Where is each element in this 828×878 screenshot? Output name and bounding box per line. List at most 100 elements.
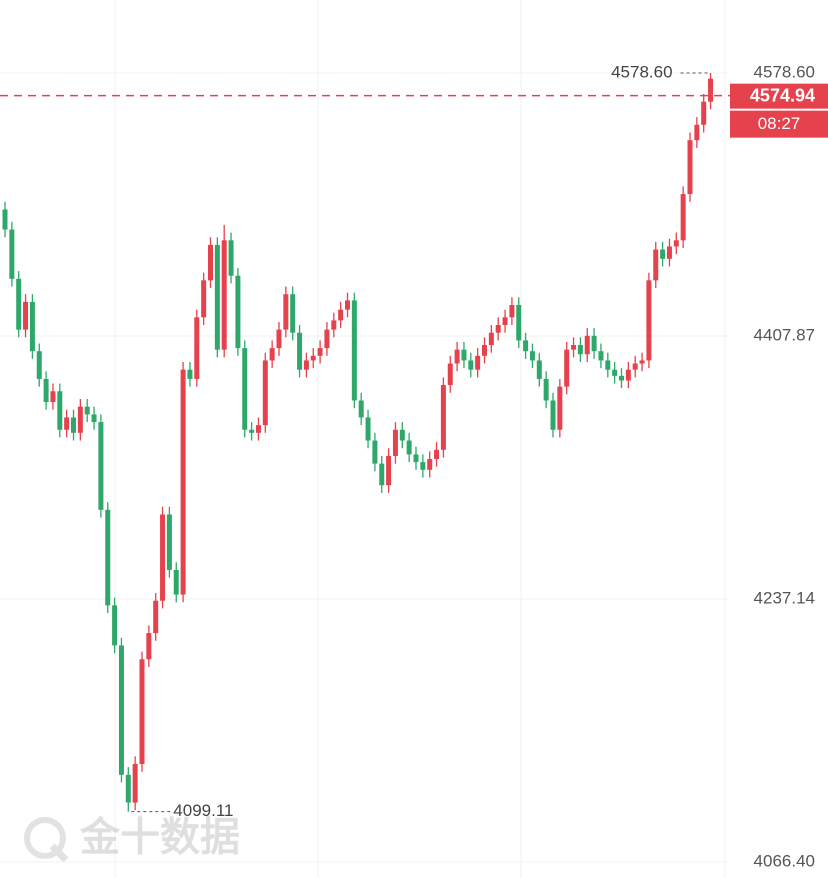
countdown-label: 08:27 bbox=[758, 114, 801, 133]
candle-body bbox=[454, 349, 460, 364]
candle-body bbox=[701, 101, 707, 125]
candle-body bbox=[427, 459, 433, 470]
candle-body bbox=[345, 300, 350, 310]
candle-body bbox=[420, 462, 426, 470]
candle-body bbox=[91, 414, 97, 423]
candle-body bbox=[475, 355, 481, 370]
candle-body bbox=[208, 244, 213, 281]
candle-body bbox=[317, 348, 323, 356]
candle-body bbox=[605, 360, 611, 370]
candle-body bbox=[98, 422, 104, 510]
candle-body bbox=[84, 406, 90, 415]
candle-body bbox=[43, 378, 49, 403]
y-tick-label: 4066.40 bbox=[754, 851, 815, 870]
candle-body bbox=[351, 300, 357, 401]
candle-body bbox=[310, 355, 316, 361]
candle-body bbox=[516, 304, 522, 341]
candle-body bbox=[125, 774, 131, 803]
candle-body bbox=[262, 360, 268, 426]
candle-body bbox=[543, 378, 549, 401]
candle-body bbox=[242, 348, 248, 430]
candle-body bbox=[249, 429, 255, 433]
candle-body bbox=[50, 391, 56, 403]
candle-body bbox=[413, 454, 419, 463]
candle-body bbox=[64, 417, 70, 430]
candle-body bbox=[9, 229, 15, 279]
candle-body bbox=[2, 209, 8, 230]
candle-body bbox=[461, 349, 467, 361]
candle-body bbox=[406, 440, 412, 455]
candle-body bbox=[495, 325, 501, 333]
candle-body bbox=[612, 369, 618, 376]
candle-body bbox=[550, 400, 556, 430]
candle-body bbox=[173, 569, 179, 595]
candle-body bbox=[166, 514, 172, 570]
candle-body bbox=[619, 375, 624, 381]
candle-body bbox=[180, 369, 186, 595]
candle-body bbox=[290, 294, 296, 333]
candle-body bbox=[379, 463, 385, 486]
candle-body bbox=[399, 429, 405, 441]
candle-body bbox=[358, 400, 364, 418]
candle-body bbox=[324, 329, 330, 349]
candle-body bbox=[598, 351, 604, 361]
candle-body bbox=[132, 764, 138, 803]
candle-body bbox=[201, 280, 207, 318]
candle-body bbox=[36, 351, 42, 379]
candle-body bbox=[365, 417, 371, 441]
candle-body bbox=[564, 349, 570, 387]
candle-body bbox=[502, 317, 508, 326]
candle-body bbox=[639, 360, 645, 364]
candle-body bbox=[625, 369, 631, 381]
candle-body bbox=[646, 280, 652, 361]
candle-body bbox=[228, 240, 234, 276]
candle-body bbox=[331, 320, 337, 330]
candle-body bbox=[372, 440, 378, 464]
candle-body bbox=[509, 304, 515, 318]
candle-body bbox=[194, 317, 200, 379]
candle-body bbox=[440, 385, 446, 450]
candle-body bbox=[29, 301, 35, 352]
candle-body bbox=[523, 340, 529, 352]
candle-body bbox=[276, 329, 282, 349]
candle-body bbox=[16, 278, 22, 330]
candle-body bbox=[214, 244, 220, 350]
candle-body bbox=[303, 360, 309, 370]
watermark: 金十数据 bbox=[79, 815, 240, 860]
y-tick-label: 4407.87 bbox=[754, 325, 815, 344]
candle-body bbox=[673, 240, 679, 247]
countdown-box bbox=[730, 110, 828, 138]
candle-body bbox=[283, 294, 289, 330]
candle-body bbox=[187, 369, 193, 379]
y-tick-label: 4578.60 bbox=[754, 62, 815, 81]
high-marker-label: 4578.60 bbox=[611, 62, 672, 81]
candle-body bbox=[584, 335, 590, 355]
candle-body bbox=[557, 386, 563, 430]
low-marker-label: 4099.11 bbox=[173, 801, 233, 820]
candle-body bbox=[660, 249, 666, 259]
candle-body bbox=[447, 363, 453, 386]
candle-body bbox=[112, 605, 118, 646]
candle-body bbox=[632, 363, 638, 370]
candle-body bbox=[57, 391, 63, 430]
last-price-label: 4574.94 bbox=[750, 85, 815, 105]
candle-body bbox=[160, 514, 166, 601]
candle-body bbox=[146, 633, 152, 660]
candle-body bbox=[488, 332, 494, 346]
candle-body bbox=[694, 124, 700, 141]
candle-body bbox=[255, 425, 261, 433]
candle-body bbox=[139, 659, 145, 765]
candle-body bbox=[653, 249, 659, 281]
candle-body bbox=[529, 351, 535, 361]
candle-body bbox=[536, 360, 542, 379]
candle-body bbox=[680, 194, 686, 241]
candle-body bbox=[23, 301, 29, 330]
candle-body bbox=[338, 309, 344, 321]
candle-body bbox=[269, 348, 275, 361]
candle-body bbox=[666, 246, 672, 259]
candle-body bbox=[482, 345, 487, 356]
watermark-logo bbox=[24, 817, 69, 863]
candle-body bbox=[591, 335, 597, 352]
candle-body bbox=[221, 240, 227, 350]
